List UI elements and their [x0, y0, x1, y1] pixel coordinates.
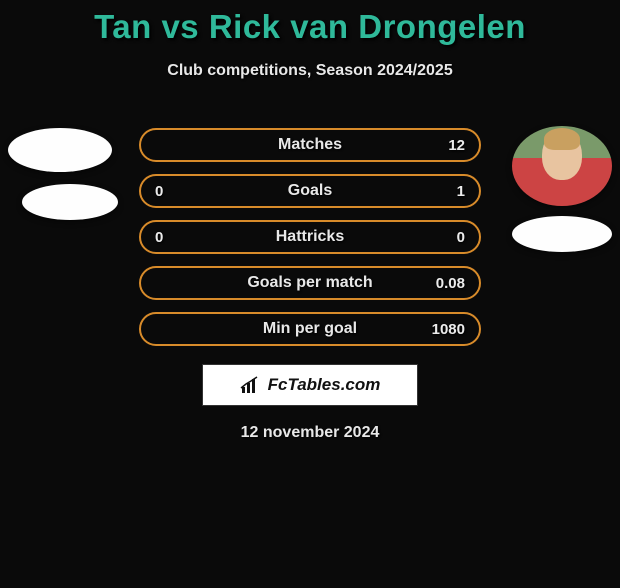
stat-row: 0Hattricks0 [139, 220, 481, 254]
stat-row: 0Goals1 [139, 174, 481, 208]
stat-right-value: 0 [425, 229, 465, 246]
blank-oval-icon [512, 216, 612, 252]
stat-row: Matches12 [139, 128, 481, 162]
bar-chart-icon [240, 375, 262, 395]
page-subtitle: Club competitions, Season 2024/2025 [0, 62, 620, 80]
player-right-avatar [512, 126, 612, 252]
blank-oval-icon [22, 184, 118, 220]
stat-right-value: 12 [425, 137, 465, 154]
player-face-icon [512, 126, 612, 206]
stat-row: Goals per match0.08 [139, 266, 481, 300]
blank-oval-icon [8, 128, 112, 172]
page-title: Tan vs Rick van Drongelen [0, 8, 620, 46]
stat-right-value: 1080 [425, 321, 465, 338]
player-left-avatar [8, 128, 118, 220]
stat-left-value: 0 [155, 229, 195, 246]
brand-label: FcTables.com [268, 375, 381, 395]
stat-right-value: 0.08 [425, 275, 465, 292]
date-label: 12 november 2024 [0, 424, 620, 442]
stat-right-value: 1 [425, 183, 465, 200]
stat-row: Min per goal1080 [139, 312, 481, 346]
stat-left-value: 0 [155, 183, 195, 200]
brand-badge[interactable]: FcTables.com [202, 364, 418, 406]
